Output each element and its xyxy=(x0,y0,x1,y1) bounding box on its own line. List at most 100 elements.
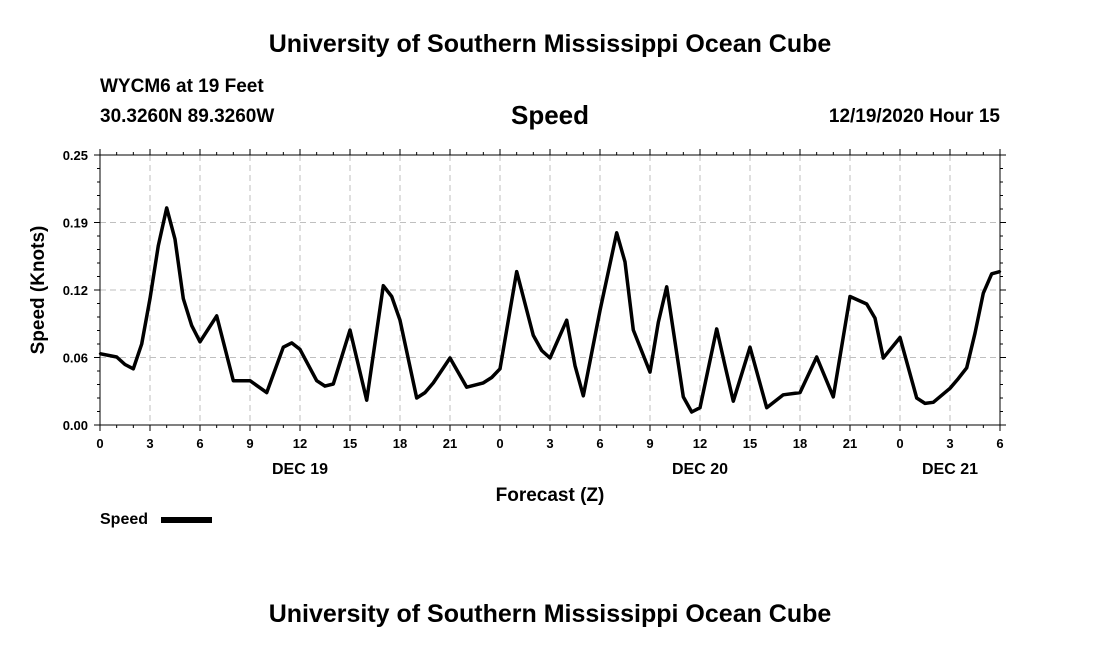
speed-data-point xyxy=(173,238,177,241)
speed-data-point xyxy=(132,367,135,371)
legend-label: Speed xyxy=(100,511,148,528)
coordinates-label: 30.3260N 89.3260W xyxy=(100,106,275,127)
speed-data-point xyxy=(248,379,252,382)
y-tick-label: 0.00 xyxy=(63,418,88,433)
x-tick-label: 21 xyxy=(843,436,857,451)
speed-data-point xyxy=(682,395,685,399)
x-tick-label: 3 xyxy=(546,436,553,451)
speed-data-point xyxy=(815,355,818,359)
speed-data-point xyxy=(290,341,293,345)
speed-data-point xyxy=(690,410,693,414)
speed-data-point xyxy=(732,400,735,403)
speed-data-point xyxy=(515,270,518,273)
speed-data-point xyxy=(282,346,285,349)
metric-title: Speed xyxy=(510,100,590,130)
speed-data-point xyxy=(765,406,768,409)
y-tick-label: 0.25 xyxy=(63,148,88,163)
top-title: University of Southern Mississippi Ocean… xyxy=(268,30,832,58)
x-tick-label: 9 xyxy=(246,436,253,451)
x-tick-label: 15 xyxy=(743,436,757,451)
speed-data-point xyxy=(973,332,977,335)
speed-data-point xyxy=(748,346,752,349)
speed-data-point xyxy=(948,387,952,390)
speed-data-point xyxy=(123,363,127,366)
day-label: DEC 19 xyxy=(272,461,328,478)
speed-data-point xyxy=(432,381,435,385)
y-tick-label: 0.19 xyxy=(63,216,88,231)
speed-data-point xyxy=(148,297,152,300)
speed-data-point xyxy=(382,284,385,287)
x-tick-label: 6 xyxy=(196,436,203,451)
speed-data-point xyxy=(198,340,202,344)
speed-data-point xyxy=(232,379,235,382)
speed-data-point xyxy=(957,377,960,380)
speed-data-point xyxy=(998,270,1002,273)
x-tick-label: 6 xyxy=(996,436,1003,451)
speed-data-point xyxy=(798,391,802,394)
speed-data-point xyxy=(365,398,368,402)
speed-data-point xyxy=(573,364,577,367)
x-tick-label: 0 xyxy=(496,436,503,451)
x-tick-label: 3 xyxy=(146,436,153,451)
speed-data-point xyxy=(548,356,552,360)
speed-data-point xyxy=(915,396,918,400)
speed-data-point xyxy=(298,348,302,351)
speed-data-point xyxy=(532,334,535,337)
speed-data-point xyxy=(782,393,785,396)
speed-data-point xyxy=(215,314,218,318)
speed-data-point xyxy=(623,260,627,264)
speed-series-line xyxy=(99,206,1001,414)
speed-data-point xyxy=(415,396,418,400)
speed-data-point xyxy=(265,391,268,394)
speed-data-point xyxy=(398,319,402,322)
x-axis-label: Forecast (Z) xyxy=(496,485,605,506)
speed-data-point xyxy=(490,376,493,379)
speed-data-point xyxy=(865,302,868,306)
speed-data-point xyxy=(390,295,393,298)
speed-data-point xyxy=(898,336,902,339)
speed-data-point xyxy=(165,206,168,210)
speed-data-point xyxy=(482,381,485,385)
speed-data-point xyxy=(648,370,652,374)
speed-data-point xyxy=(465,386,468,389)
speed-data-point xyxy=(540,349,543,352)
x-tick-label: 18 xyxy=(393,436,407,451)
speed-data-point xyxy=(115,355,118,359)
speed-data-point xyxy=(140,342,143,346)
speed-data-point xyxy=(982,292,985,295)
x-tick-label: 12 xyxy=(693,436,707,451)
speed-data-point xyxy=(423,391,427,394)
speed-data-point xyxy=(932,401,935,404)
x-tick-label: 15 xyxy=(343,436,357,451)
speed-data-point xyxy=(448,356,452,360)
speed-data-point xyxy=(665,285,668,288)
x-tick-label: 0 xyxy=(96,436,103,451)
speed-data-point xyxy=(332,382,335,386)
y-tick-label: 0.06 xyxy=(63,351,88,366)
speed-data-point xyxy=(965,366,968,369)
x-tick-label: 0 xyxy=(896,436,903,451)
speed-data-point xyxy=(615,231,618,234)
speed-data-point xyxy=(632,328,635,332)
x-tick-label: 12 xyxy=(293,436,307,451)
speed-data-point xyxy=(848,295,852,298)
speed-data-point xyxy=(315,379,318,382)
y-tick-label: 0.12 xyxy=(63,283,88,298)
speed-data-point xyxy=(498,367,502,371)
speed-data-point xyxy=(657,321,660,324)
speed-data-point xyxy=(157,244,160,247)
speed-data-point xyxy=(565,319,568,322)
speed-data-point xyxy=(873,316,877,320)
speed-data-point xyxy=(698,406,702,409)
x-tick-label: 9 xyxy=(646,436,653,451)
x-tick-label: 6 xyxy=(596,436,603,451)
speed-data-point xyxy=(348,328,352,332)
station-label: WYCM6 at 19 Feet xyxy=(100,76,264,97)
day-label: DEC 21 xyxy=(922,461,978,478)
day-label: DEC 20 xyxy=(672,461,728,478)
speed-data-point xyxy=(990,272,993,275)
speed-data-point xyxy=(182,297,185,300)
speed-data-point xyxy=(715,327,718,331)
speed-data-point xyxy=(598,309,602,312)
